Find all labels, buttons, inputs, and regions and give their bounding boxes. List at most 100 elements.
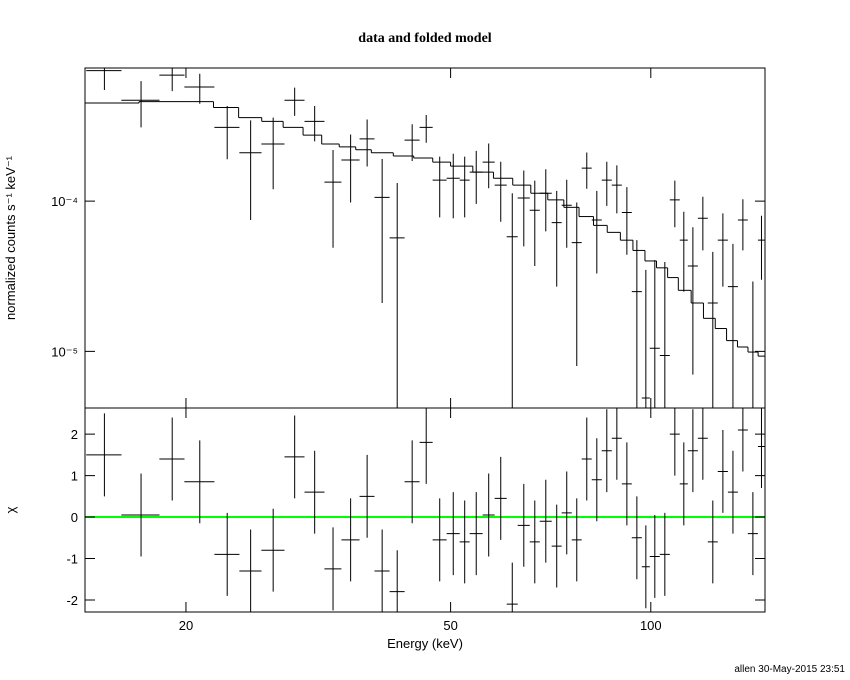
data-point xyxy=(506,562,518,612)
data-point xyxy=(341,498,360,582)
data-point xyxy=(551,190,562,287)
data-point xyxy=(419,408,433,484)
data-point xyxy=(184,73,215,104)
data-point xyxy=(494,456,507,540)
data-point xyxy=(601,409,612,493)
data-point xyxy=(697,196,708,251)
y-axis-label: χ xyxy=(3,506,18,513)
x-axis-label: Energy (keV) xyxy=(387,636,463,651)
data-point xyxy=(707,500,718,584)
data-point xyxy=(717,429,728,513)
data-point xyxy=(737,199,748,251)
data-point xyxy=(324,150,342,248)
data-point xyxy=(341,134,360,203)
data-point xyxy=(121,81,160,128)
data-point xyxy=(432,498,447,582)
data-point xyxy=(517,483,530,567)
data-point xyxy=(621,442,632,526)
data-point xyxy=(389,183,405,408)
x-tick-label: 50 xyxy=(443,618,457,633)
data-point xyxy=(494,161,507,222)
data-point xyxy=(631,240,642,408)
data-point xyxy=(571,498,582,582)
y-tick-label: 0 xyxy=(71,510,78,525)
data-point xyxy=(324,527,342,611)
y-tick-label: -2 xyxy=(66,593,78,608)
data-point xyxy=(757,215,765,280)
data-point xyxy=(679,211,688,292)
data-point xyxy=(482,473,495,557)
y-axis-label: normalized counts s⁻¹ keV⁻¹ xyxy=(3,155,18,320)
data-point xyxy=(482,143,495,189)
data-point xyxy=(669,180,680,228)
x-tick-label: 20 xyxy=(179,618,193,633)
data-point xyxy=(747,492,758,576)
data-point xyxy=(687,227,698,375)
data-point xyxy=(757,408,765,489)
data-point xyxy=(707,251,718,408)
data-point xyxy=(581,152,592,189)
data-point xyxy=(86,68,122,90)
data-point xyxy=(659,261,670,408)
data-point xyxy=(404,440,420,524)
data-point xyxy=(697,408,708,480)
data-point xyxy=(727,243,738,408)
y-tick-label: 2 xyxy=(71,427,78,442)
plot-area xyxy=(85,408,765,612)
data-point xyxy=(737,408,748,472)
data-point xyxy=(601,161,612,206)
data-point xyxy=(539,169,552,232)
data-point xyxy=(649,260,660,408)
data-point xyxy=(551,504,562,588)
data-point xyxy=(641,269,650,408)
data-point xyxy=(529,500,540,584)
y-tick-label: 10⁻⁴ xyxy=(51,194,78,209)
data-point xyxy=(727,450,738,534)
data-point xyxy=(446,153,460,219)
chart-title: data and folded model xyxy=(358,31,492,46)
data-point xyxy=(571,202,582,366)
data-point xyxy=(611,165,622,214)
data-point xyxy=(641,525,650,609)
y-tick-label: 1 xyxy=(71,469,78,484)
data-point xyxy=(239,529,262,612)
data-point xyxy=(284,415,305,499)
data-point xyxy=(284,87,305,116)
data-point xyxy=(239,120,262,220)
data-point xyxy=(517,170,530,247)
data-point xyxy=(359,119,375,167)
data-point xyxy=(304,106,325,142)
data-point xyxy=(159,68,185,92)
data-point xyxy=(184,440,215,524)
plot-frame xyxy=(84,407,766,613)
data-point xyxy=(529,180,540,267)
data-point xyxy=(747,281,758,408)
data-point xyxy=(214,512,240,596)
data-point xyxy=(659,512,670,596)
plot-area xyxy=(85,68,765,408)
data-point xyxy=(159,417,185,501)
data-point xyxy=(717,213,728,287)
data-point xyxy=(359,454,375,538)
data-point xyxy=(669,408,680,476)
data-point xyxy=(561,179,572,248)
data-point xyxy=(459,500,470,584)
data-point xyxy=(86,413,122,497)
plot-frame xyxy=(84,67,766,409)
data-point xyxy=(631,496,642,580)
data-point xyxy=(419,114,433,143)
data-point xyxy=(374,529,390,612)
data-point xyxy=(389,550,405,612)
data-point xyxy=(261,117,285,190)
x-tick-label: 100 xyxy=(640,618,662,633)
data-point xyxy=(591,190,602,274)
data-point xyxy=(591,438,602,522)
y-tick-label: -1 xyxy=(66,552,78,567)
data-point xyxy=(304,450,325,534)
data-point xyxy=(214,106,240,160)
data-point xyxy=(432,156,447,218)
data-point xyxy=(469,492,483,576)
data-point xyxy=(404,124,420,162)
data-point xyxy=(506,193,518,408)
